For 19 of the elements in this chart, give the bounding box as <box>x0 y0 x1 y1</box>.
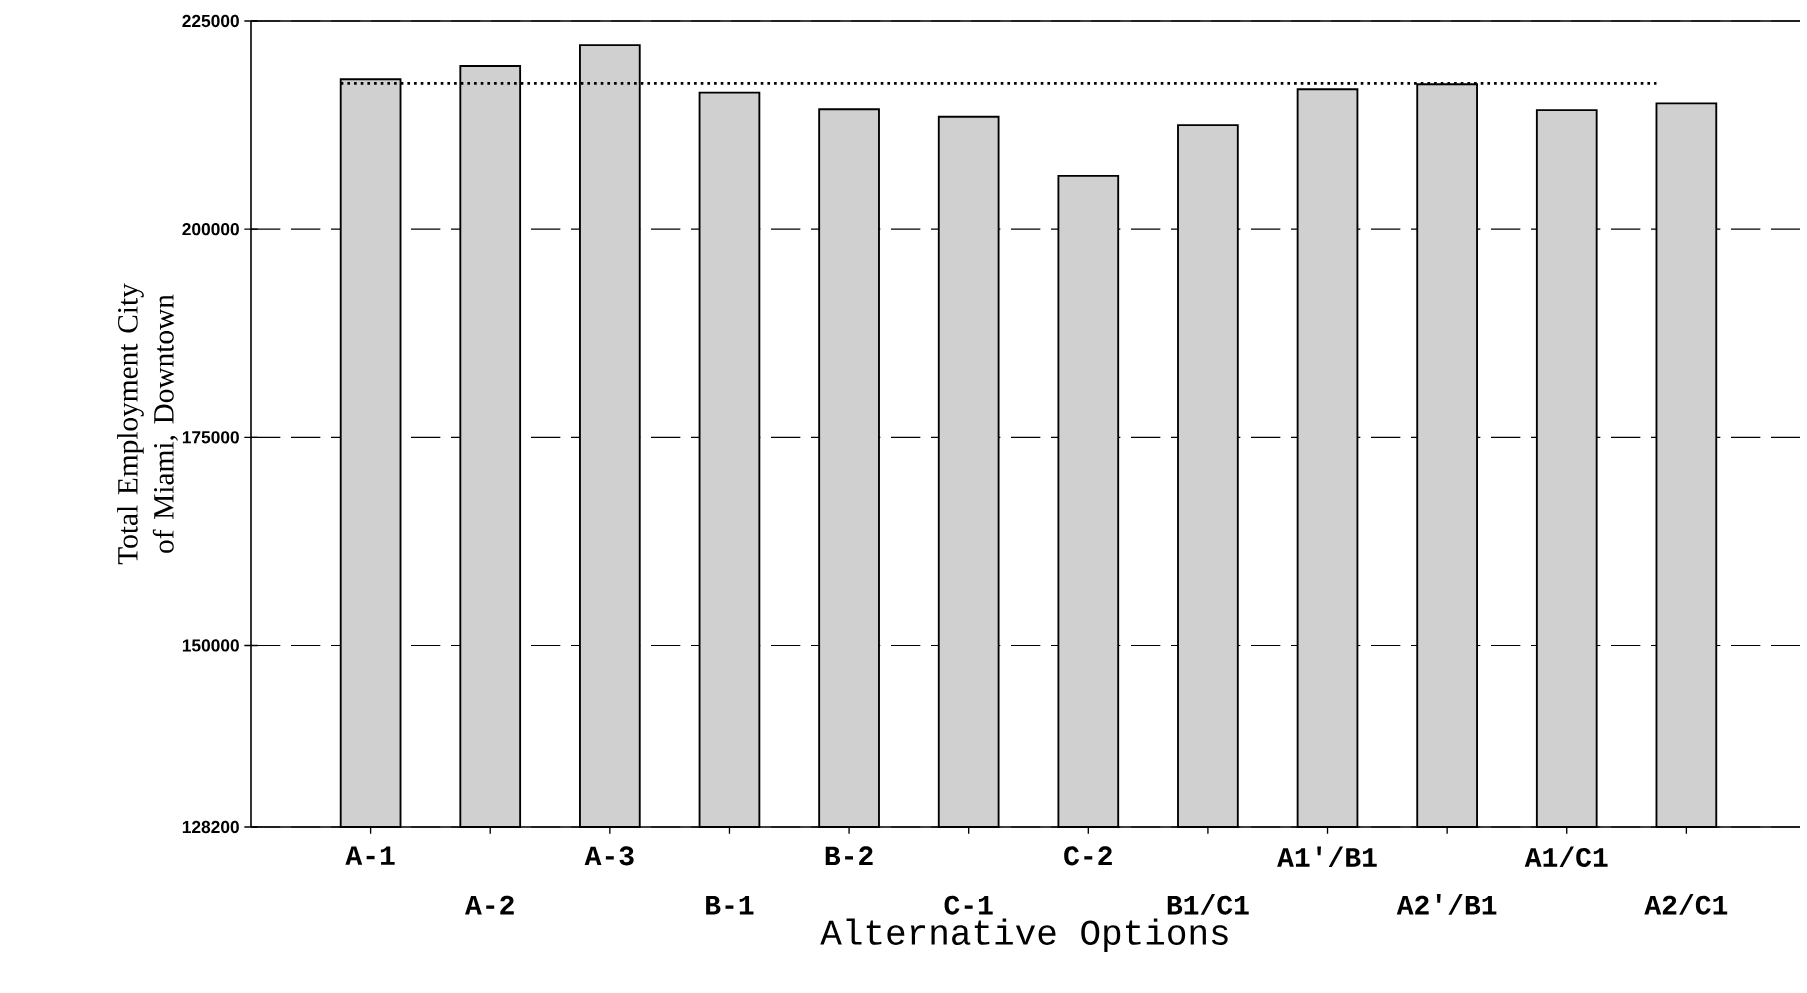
x-tick-label: C-1 <box>944 895 993 915</box>
x-tick-label: A2/C1 <box>1644 894 1728 915</box>
x-tick-label: A1'/B1 <box>1277 846 1377 867</box>
y-tick-label: 150000 <box>182 639 239 652</box>
y-axis-title: Total Employment City of Miami, Downtown <box>117 283 178 565</box>
x-tick-label: A-1 <box>345 846 395 865</box>
x-tick-label: C-2 <box>1064 846 1112 866</box>
y-tick-label: 200000 <box>182 223 239 236</box>
x-axis-title: Alternative Options <box>820 918 1228 953</box>
x-tick-label: A2'/B1 <box>1396 894 1497 915</box>
x-tick-label: A1/C1 <box>1524 846 1608 867</box>
y-tick-label: 175000 <box>182 431 239 444</box>
x-tick-label: A-2 <box>465 895 514 915</box>
y-tick-label: 225000 <box>182 14 239 28</box>
y-tick-label: 128200 <box>182 820 239 834</box>
x-tick-label: B-2 <box>825 846 873 866</box>
x-tick-label: B1/C1 <box>1167 894 1249 915</box>
x-tick-label: A-3 <box>584 846 634 866</box>
x-tick-label: B-1 <box>706 895 754 915</box>
